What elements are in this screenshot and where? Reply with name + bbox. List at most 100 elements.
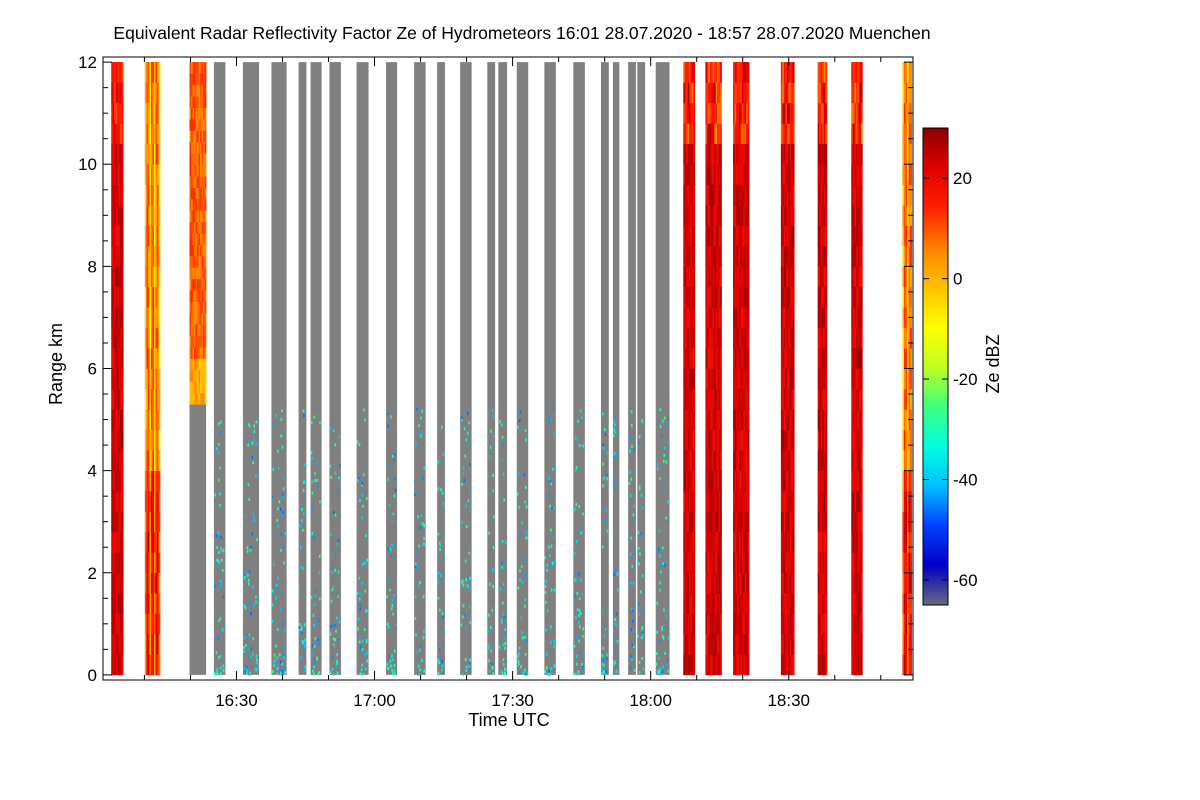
reflectivity-cell [783, 470, 786, 492]
reflectivity-cell [822, 388, 825, 410]
reflectivity-cell [860, 470, 863, 492]
reflectivity-cell [706, 245, 709, 267]
reflectivity-cell [204, 96, 207, 109]
x-tick-label: 17:30 [491, 691, 534, 710]
reflectivity-cell [747, 409, 750, 431]
reflectivity-cell [468, 551, 471, 555]
reflectivity-cell [789, 245, 792, 267]
reflectivity-cell [112, 654, 115, 676]
reflectivity-cell [708, 327, 711, 349]
reflectivity-cell [310, 595, 313, 599]
reflectivity-cell [465, 524, 468, 528]
reflectivity-cell [851, 450, 854, 471]
reflectivity-cell [734, 572, 737, 594]
reflectivity-cell [684, 327, 687, 349]
reflectivity-cell [789, 470, 792, 492]
reflectivity-cell [311, 652, 314, 656]
reflectivity-cell [121, 613, 124, 635]
reflectivity-cell [631, 564, 634, 568]
reflectivity-cell [518, 646, 521, 650]
reflectivity-cell [852, 409, 855, 431]
reflectivity-cell [691, 245, 694, 267]
reflectivity-cell [817, 266, 820, 288]
reflectivity-cell [601, 654, 604, 658]
reflectivity-cell [691, 82, 694, 104]
reflectivity-cell [851, 266, 854, 288]
reflectivity-cell [857, 164, 860, 185]
reflectivity-cell [462, 471, 465, 475]
reflectivity-cell [733, 327, 735, 349]
reflectivity-cell [546, 568, 548, 572]
reflectivity-cell [158, 491, 161, 512]
reflectivity-cell [656, 467, 659, 471]
reflectivity-cell [820, 531, 823, 553]
reflectivity-cell [147, 388, 150, 410]
reflectivity-cell [631, 643, 634, 647]
no-signal-column [298, 62, 307, 675]
reflectivity-cell [147, 634, 150, 655]
reflectivity-cell [271, 591, 274, 595]
reflectivity-cell [860, 552, 863, 574]
reflectivity-cell [735, 593, 738, 614]
reflectivity-cell [121, 62, 124, 83]
reflectivity-cell [860, 388, 863, 410]
reflectivity-cell [907, 184, 909, 206]
reflectivity-cell [329, 464, 332, 468]
reflectivity-cell [851, 307, 854, 328]
reflectivity-cell [708, 82, 711, 104]
reflectivity-cell [112, 511, 115, 533]
reflectivity-cell [115, 307, 118, 328]
reflectivity-cell [390, 415, 392, 419]
reflectivity-cell [200, 290, 202, 302]
reflectivity-cell [782, 491, 785, 512]
reflectivity-cell [693, 123, 696, 145]
reflectivity-cell [416, 407, 418, 411]
reflectivity-cell [689, 307, 691, 328]
reflectivity-cell [857, 470, 860, 492]
reflectivity-cell [686, 123, 688, 145]
reflectivity-cell [147, 491, 150, 512]
reflectivity-cell [744, 491, 747, 512]
reflectivity-cell [785, 429, 788, 451]
reflectivity-cell [905, 205, 908, 226]
reflectivity-cell [859, 123, 862, 145]
reflectivity-cell [149, 245, 152, 267]
reflectivity-cell [615, 622, 617, 626]
reflectivity-cell [521, 636, 524, 640]
reflectivity-cell [709, 491, 712, 512]
reflectivity-cell [220, 666, 222, 670]
reflectivity-cell [423, 630, 425, 634]
reflectivity-cell [246, 440, 249, 444]
reflectivity-cell [316, 478, 319, 482]
reflectivity-cell [908, 266, 911, 288]
reflectivity-cell [711, 225, 714, 247]
reflectivity-cell [780, 225, 783, 247]
reflectivity-cell [817, 593, 820, 614]
reflectivity-cell [706, 62, 709, 83]
reflectivity-cell [416, 553, 419, 557]
reflectivity-cell [746, 429, 748, 451]
reflectivity-cell [718, 450, 721, 471]
reflectivity-cell [192, 335, 195, 348]
reflectivity-cell [157, 123, 159, 145]
reflectivity-cell [204, 130, 207, 143]
reflectivity-cell [201, 313, 204, 325]
reflectivity-cell [660, 670, 662, 674]
reflectivity-cell [823, 409, 826, 431]
reflectivity-cell [743, 245, 746, 267]
reflectivity-cell [464, 559, 467, 563]
reflectivity-cell [158, 368, 161, 390]
reflectivity-cell [629, 449, 631, 453]
reflectivity-cell [905, 327, 908, 349]
reflectivity-cell [605, 669, 608, 673]
reflectivity-cell [734, 593, 737, 614]
reflectivity-cell [717, 245, 719, 267]
reflectivity-cell [158, 450, 161, 471]
reflectivity-cell [856, 164, 858, 185]
reflectivity-cell [786, 123, 789, 145]
reflectivity-cell [146, 307, 149, 328]
reflectivity-cell [709, 245, 712, 267]
reflectivity-cell [467, 411, 469, 415]
reflectivity-cell [740, 613, 743, 635]
reflectivity-cell [365, 667, 367, 671]
